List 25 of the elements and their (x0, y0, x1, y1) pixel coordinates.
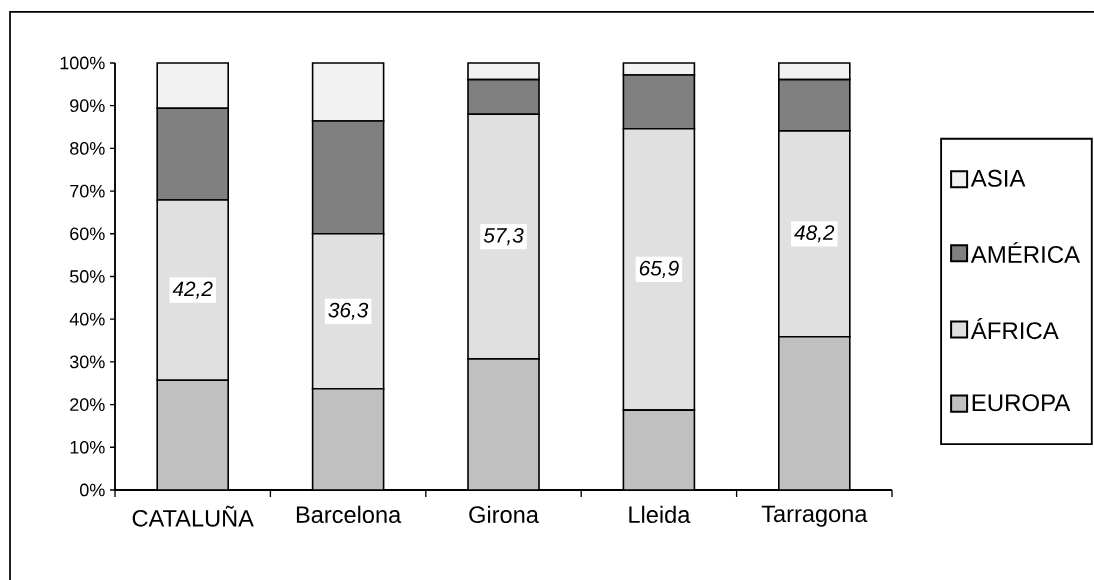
y-tick-label: 90% (70, 99, 105, 113)
legend-label: EUROPA (972, 394, 1071, 412)
y-tick-label: 0% (79, 483, 105, 497)
data-label: 36,3 (328, 302, 369, 320)
data-label: 48,2 (794, 225, 835, 243)
data-label: 57,3 (483, 227, 524, 246)
y-tick-label: 30% (69, 355, 105, 369)
x-tick-label: Girona (469, 505, 539, 524)
legend-label: ÁFRICA (970, 318, 1059, 340)
x-tick-label: CATALUÑA (132, 505, 254, 527)
legend-label: ASIA (970, 169, 1026, 187)
y-tick-label: 10% (70, 440, 105, 454)
y-tick-label: 60% (70, 227, 105, 241)
y-tick-label: 20% (70, 398, 105, 411)
data-label: 42,2 (172, 281, 213, 299)
x-tick-label: Lleida (629, 505, 691, 524)
y-tick-label: 40% (69, 312, 105, 326)
y-tick-label: 80% (70, 142, 105, 155)
legend-label: AMÉRICA (970, 241, 1081, 263)
y-tick-label: 50% (69, 270, 105, 283)
x-tick-label: Tarragona (761, 505, 868, 527)
y-tick-label: 100% (60, 56, 105, 70)
x-tick-label: Barcelona (296, 505, 402, 524)
y-tick-label: 70% (70, 184, 105, 198)
data-label: 65,9 (639, 260, 679, 279)
